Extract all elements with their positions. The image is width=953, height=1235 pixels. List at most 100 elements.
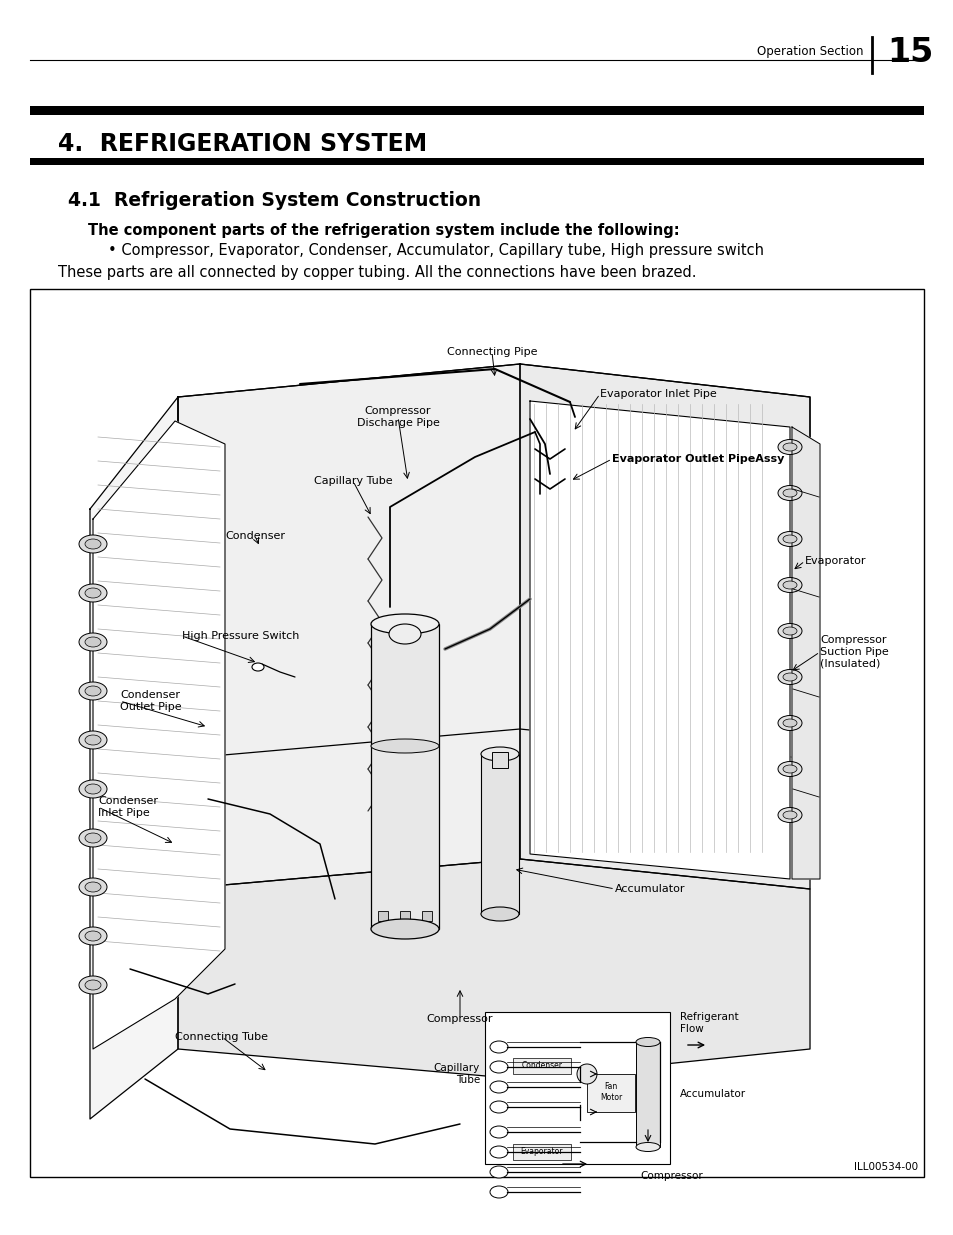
Polygon shape xyxy=(178,364,519,889)
Ellipse shape xyxy=(490,1081,507,1093)
Ellipse shape xyxy=(782,673,796,680)
Ellipse shape xyxy=(490,1041,507,1053)
Polygon shape xyxy=(90,396,178,1119)
Text: Compressor
Suction Pipe
(Insulated): Compressor Suction Pipe (Insulated) xyxy=(820,635,888,668)
Polygon shape xyxy=(178,364,809,760)
Ellipse shape xyxy=(778,624,801,638)
Text: Refrigerant
Flow: Refrigerant Flow xyxy=(679,1013,738,1034)
Ellipse shape xyxy=(782,535,796,543)
Ellipse shape xyxy=(636,1142,659,1151)
Ellipse shape xyxy=(85,685,101,697)
Ellipse shape xyxy=(782,719,796,727)
Ellipse shape xyxy=(782,580,796,589)
Ellipse shape xyxy=(85,832,101,844)
Ellipse shape xyxy=(480,906,518,921)
Text: Condenser: Condenser xyxy=(225,531,285,541)
Ellipse shape xyxy=(79,927,107,945)
Text: 4.1  Refrigeration System Construction: 4.1 Refrigeration System Construction xyxy=(68,191,480,210)
Text: Condenser: Condenser xyxy=(521,1062,562,1071)
Ellipse shape xyxy=(636,1037,659,1046)
Ellipse shape xyxy=(490,1061,507,1073)
Bar xyxy=(484,1011,669,1165)
Ellipse shape xyxy=(490,1126,507,1137)
Text: These parts are all connected by copper tubing. All the connections have been br: These parts are all connected by copper … xyxy=(58,266,696,280)
Ellipse shape xyxy=(490,1100,507,1113)
Ellipse shape xyxy=(782,489,796,496)
Ellipse shape xyxy=(782,811,796,819)
Ellipse shape xyxy=(79,829,107,847)
Bar xyxy=(421,911,432,921)
Ellipse shape xyxy=(252,663,264,671)
Text: Connecting Pipe: Connecting Pipe xyxy=(446,347,537,357)
Ellipse shape xyxy=(371,739,438,753)
Text: Evaporator: Evaporator xyxy=(520,1147,562,1156)
Ellipse shape xyxy=(85,981,101,990)
Bar xyxy=(513,1144,571,1160)
Polygon shape xyxy=(530,401,789,879)
Text: The component parts of the refrigeration system include the following:: The component parts of the refrigeration… xyxy=(88,222,679,237)
Ellipse shape xyxy=(85,931,101,941)
Text: Evaporator Inlet Pipe: Evaporator Inlet Pipe xyxy=(599,389,716,399)
Ellipse shape xyxy=(79,634,107,651)
Bar xyxy=(30,106,923,115)
Text: Fan
Motor: Fan Motor xyxy=(599,1082,621,1102)
Ellipse shape xyxy=(371,614,438,634)
Ellipse shape xyxy=(778,440,801,454)
Ellipse shape xyxy=(79,731,107,748)
Polygon shape xyxy=(92,421,225,1049)
Text: Capillary Tube: Capillary Tube xyxy=(314,475,392,487)
Bar xyxy=(30,289,923,1177)
Bar xyxy=(513,1058,571,1074)
Text: Accumulator: Accumulator xyxy=(615,884,685,894)
Ellipse shape xyxy=(85,784,101,794)
Ellipse shape xyxy=(778,531,801,547)
Ellipse shape xyxy=(782,764,796,773)
Ellipse shape xyxy=(778,578,801,593)
Text: High Pressure Switch: High Pressure Switch xyxy=(182,631,299,641)
Bar xyxy=(492,752,507,768)
Ellipse shape xyxy=(85,588,101,598)
Ellipse shape xyxy=(490,1186,507,1198)
Bar xyxy=(371,624,438,929)
Ellipse shape xyxy=(490,1146,507,1158)
Text: Compressor: Compressor xyxy=(426,1014,493,1024)
Bar xyxy=(480,755,518,914)
Ellipse shape xyxy=(79,781,107,798)
Text: Condenser
Outlet Pipe: Condenser Outlet Pipe xyxy=(120,690,181,711)
Text: ILL00534-00: ILL00534-00 xyxy=(853,1162,917,1172)
Ellipse shape xyxy=(782,443,796,451)
Ellipse shape xyxy=(480,747,518,761)
Ellipse shape xyxy=(371,919,438,939)
Text: Accumulator: Accumulator xyxy=(679,1089,745,1099)
Ellipse shape xyxy=(490,1166,507,1178)
Ellipse shape xyxy=(577,1065,597,1084)
Text: Compressor
Discharge Pipe: Compressor Discharge Pipe xyxy=(356,406,439,427)
Ellipse shape xyxy=(778,808,801,823)
Text: Evaporator: Evaporator xyxy=(804,556,865,566)
Text: Connecting Tube: Connecting Tube xyxy=(175,1032,268,1042)
Ellipse shape xyxy=(85,637,101,647)
Polygon shape xyxy=(178,860,809,1079)
Bar xyxy=(636,1042,659,1147)
Ellipse shape xyxy=(778,485,801,500)
Bar xyxy=(586,1074,635,1112)
Text: Condenser
Inlet Pipe: Condenser Inlet Pipe xyxy=(98,797,158,818)
Polygon shape xyxy=(791,427,820,879)
Bar xyxy=(399,911,410,921)
Ellipse shape xyxy=(778,762,801,777)
Ellipse shape xyxy=(85,882,101,892)
Ellipse shape xyxy=(85,538,101,550)
Text: Evaporator Outlet PipeAssy: Evaporator Outlet PipeAssy xyxy=(612,454,783,464)
Text: • Compressor, Evaporator, Condenser, Accumulator, Capillary tube, High pressure : • Compressor, Evaporator, Condenser, Acc… xyxy=(108,243,763,258)
Ellipse shape xyxy=(389,624,420,643)
Text: Compressor: Compressor xyxy=(639,1171,702,1181)
Ellipse shape xyxy=(778,715,801,730)
Ellipse shape xyxy=(79,878,107,897)
Ellipse shape xyxy=(79,976,107,994)
Ellipse shape xyxy=(778,669,801,684)
Polygon shape xyxy=(519,364,809,889)
Ellipse shape xyxy=(782,627,796,635)
Bar xyxy=(30,158,923,165)
Ellipse shape xyxy=(79,535,107,553)
Ellipse shape xyxy=(85,735,101,745)
